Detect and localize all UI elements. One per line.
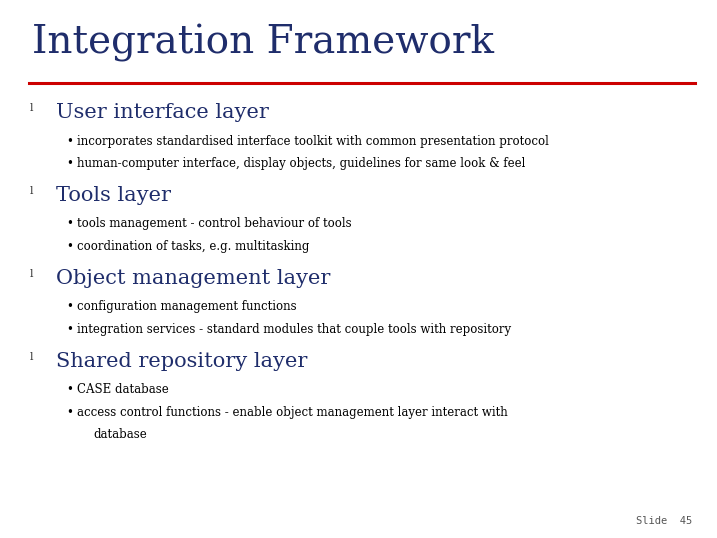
Text: Object management layer: Object management layer: [56, 269, 331, 288]
Text: Shared repository layer: Shared repository layer: [56, 352, 308, 371]
Text: l: l: [30, 352, 34, 362]
Text: access control functions - enable object management layer interact with: access control functions - enable object…: [77, 406, 508, 419]
Text: integration services - standard modules that couple tools with repository: integration services - standard modules …: [77, 323, 511, 336]
Text: l: l: [30, 103, 34, 114]
Text: configuration management functions: configuration management functions: [77, 300, 297, 313]
Text: •: •: [66, 217, 73, 230]
Text: User interface layer: User interface layer: [56, 103, 269, 122]
Text: incorporates standardised interface toolkit with common presentation protocol: incorporates standardised interface tool…: [77, 134, 549, 147]
Text: Slide  45: Slide 45: [636, 516, 692, 526]
Text: human-computer interface, display objects, guidelines for same look & feel: human-computer interface, display object…: [77, 157, 526, 170]
Text: •: •: [66, 300, 73, 313]
Text: CASE database: CASE database: [77, 383, 169, 396]
Text: •: •: [66, 134, 73, 147]
Text: l: l: [30, 269, 34, 279]
Text: Integration Framework: Integration Framework: [32, 24, 494, 62]
Text: •: •: [66, 383, 73, 396]
Text: •: •: [66, 157, 73, 170]
Text: l: l: [30, 186, 34, 196]
Text: coordination of tasks, e.g. multitasking: coordination of tasks, e.g. multitasking: [77, 240, 310, 253]
Text: •: •: [66, 240, 73, 253]
Text: database: database: [93, 428, 147, 441]
Text: tools management - control behaviour of tools: tools management - control behaviour of …: [77, 217, 352, 230]
Text: •: •: [66, 406, 73, 419]
Text: •: •: [66, 323, 73, 336]
Text: Tools layer: Tools layer: [56, 186, 171, 205]
